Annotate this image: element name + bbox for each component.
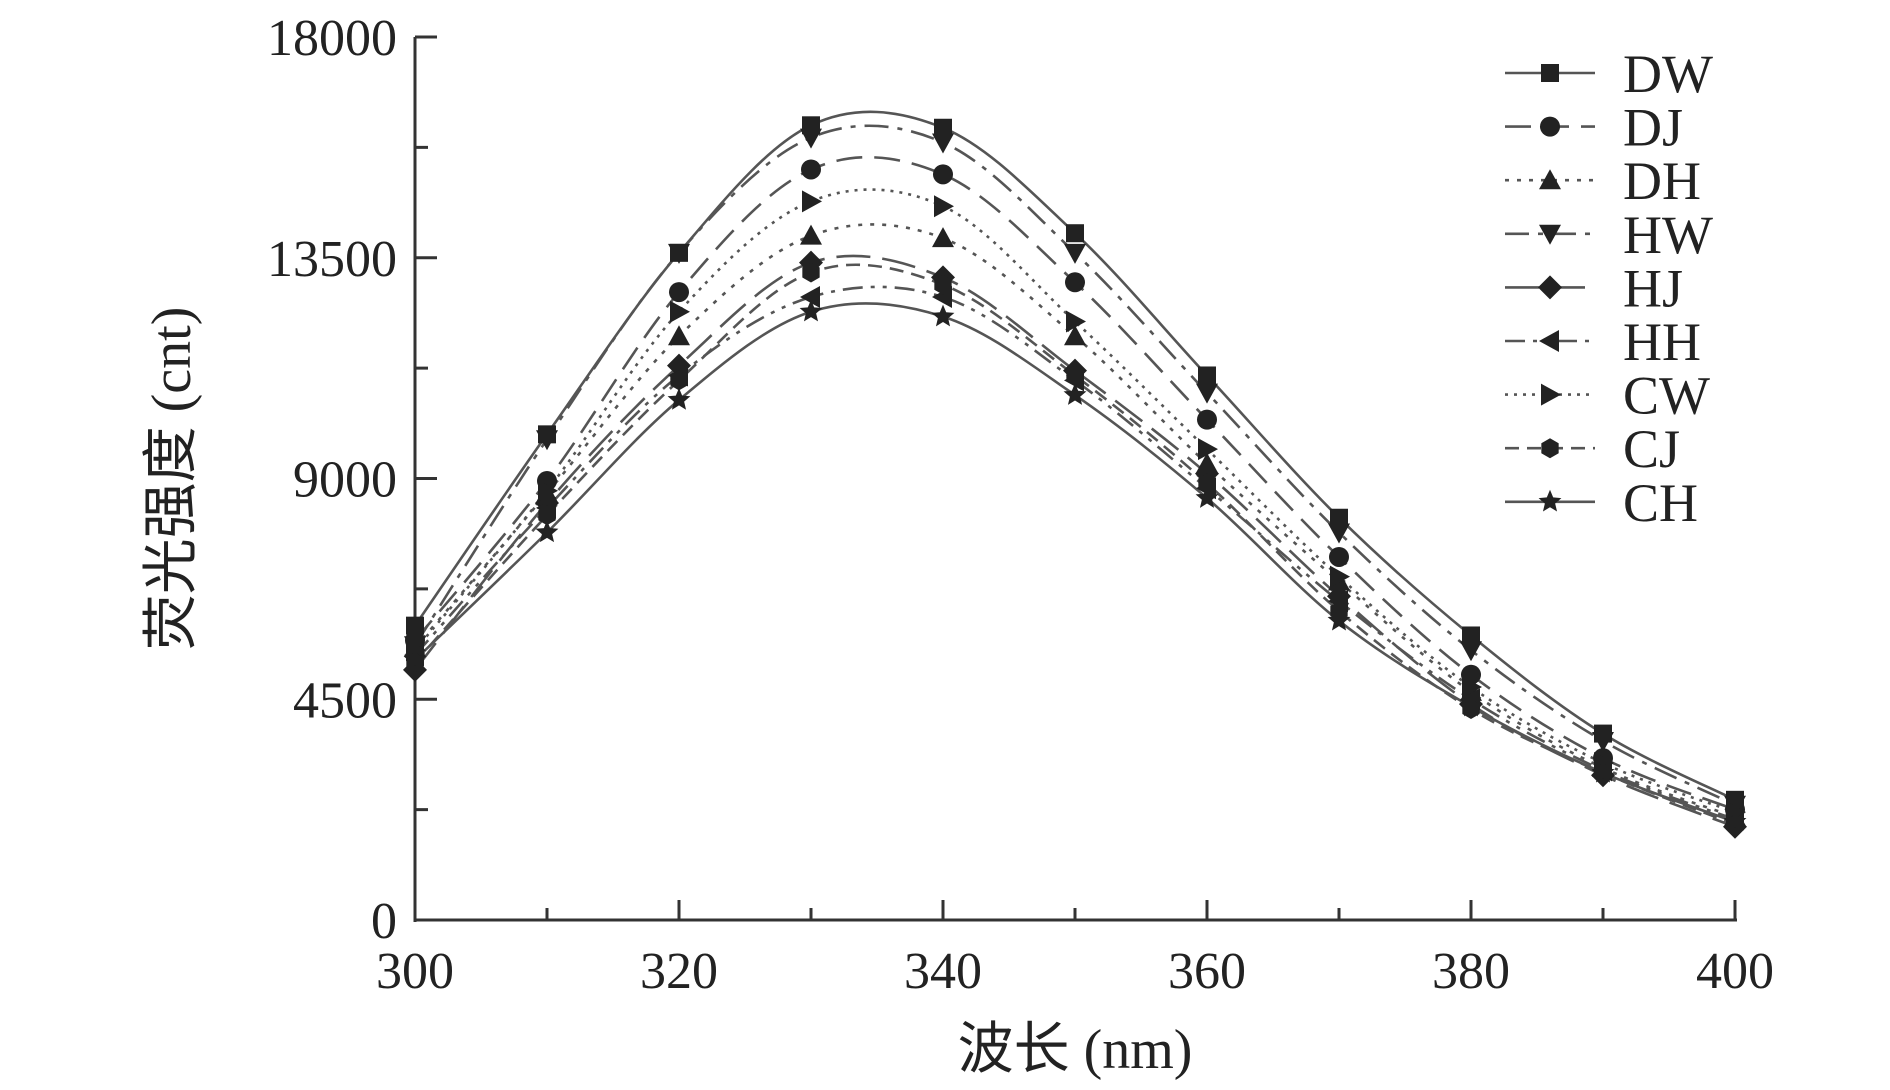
marker-hw	[1064, 243, 1086, 264]
legend-label-hh: HH	[1623, 312, 1701, 372]
legend-marker-hw	[1539, 224, 1561, 245]
x-axis-ticks: 300 320 340 360 380 400	[376, 900, 1774, 1000]
marker-cw	[1066, 310, 1086, 333]
y-tick-label: 13500	[267, 231, 397, 288]
marker-cj	[802, 262, 820, 283]
marker-cj	[1066, 365, 1084, 386]
marker-cj	[1198, 473, 1216, 494]
marker-dw	[934, 118, 952, 137]
marker-hw	[1196, 383, 1218, 404]
marker-cj	[670, 370, 688, 391]
legend-marker-cj	[1541, 438, 1559, 459]
marker-cw	[802, 190, 822, 213]
legend-label-cj: CJ	[1623, 419, 1680, 479]
marker-dj	[669, 282, 689, 303]
series-markers	[403, 116, 1747, 839]
marker-dh	[932, 227, 954, 248]
marker-cw	[538, 479, 558, 502]
marker-dj	[1197, 409, 1217, 430]
x-axis-title: 波长 (nm)	[958, 1019, 1193, 1081]
y-tick-label: 18000	[267, 10, 397, 67]
x-tick-label: 380	[1432, 943, 1510, 1000]
legend-marker-dh	[1539, 169, 1561, 190]
marker-dw	[1330, 508, 1348, 527]
marker-ch	[1195, 486, 1219, 508]
marker-ch	[1591, 760, 1615, 783]
series-line-cw	[413, 188, 1736, 814]
legend-label-dh: DH	[1623, 151, 1701, 211]
y-axis-ticks: 0 4500 9000 13500 18000	[267, 10, 437, 950]
marker-hh	[800, 285, 820, 308]
marker-cj	[934, 274, 952, 295]
marker-cw	[1330, 565, 1350, 588]
y-tick-label: 4500	[293, 672, 397, 729]
marker-ch	[1327, 608, 1351, 631]
legend-marker-hj	[1538, 275, 1562, 300]
series-line-cj	[414, 263, 1736, 826]
marker-dw	[406, 616, 424, 635]
marker-ch	[535, 520, 559, 543]
axes	[413, 37, 1737, 922]
marker-ch	[1063, 383, 1087, 405]
legend-marker-dw	[1541, 64, 1559, 82]
y-axis-title: 荧光强度 (cnt)	[141, 307, 203, 651]
legend-label-dw: DW	[1623, 44, 1713, 104]
x-tick-label: 360	[1168, 943, 1246, 1000]
marker-dw	[1198, 366, 1216, 385]
marker-ch	[403, 648, 427, 670]
marker-cw	[670, 300, 690, 323]
marker-ch	[1459, 694, 1483, 717]
series-curves	[413, 110, 1736, 829]
x-tick-label: 400	[1696, 943, 1774, 1000]
legend-marker-hh	[1539, 330, 1559, 352]
y-tick-label: 0	[371, 893, 397, 950]
x-tick-label: 300	[376, 943, 454, 1000]
marker-dw	[1066, 224, 1084, 243]
marker-ch	[799, 299, 823, 322]
legend-label-dj: DJ	[1623, 98, 1683, 158]
series-line-dj	[413, 155, 1736, 811]
marker-hw	[932, 133, 954, 154]
y-tick-label: 9000	[293, 452, 397, 509]
legend-label-hj: HJ	[1623, 258, 1683, 318]
legend-label-cw: CW	[1623, 366, 1710, 426]
marker-cj	[538, 505, 556, 526]
marker-dj	[1329, 546, 1349, 567]
marker-hw	[1592, 731, 1614, 752]
legend-label-ch: CH	[1623, 473, 1698, 533]
x-tick-label: 340	[904, 943, 982, 1000]
marker-hw	[1724, 795, 1746, 816]
marker-ch	[931, 304, 955, 327]
marker-dh	[800, 224, 822, 245]
series-line-hh	[414, 285, 1736, 821]
marker-cw	[1198, 438, 1218, 461]
marker-dw	[1462, 626, 1480, 645]
marker-hw	[536, 430, 558, 451]
marker-hw	[1328, 523, 1350, 544]
marker-dj	[933, 164, 953, 185]
marker-hw	[668, 243, 690, 264]
series-line-dh	[414, 223, 1736, 819]
series-line-hw	[413, 124, 1736, 806]
marker-dh	[668, 325, 690, 346]
marker-cw	[1462, 675, 1482, 698]
marker-dh	[1064, 325, 1086, 346]
marker-cw	[934, 195, 954, 218]
marker-hw	[1460, 641, 1482, 662]
legend-marker-dj	[1540, 116, 1560, 137]
legend-label-hw: HW	[1623, 205, 1713, 265]
marker-ch	[667, 388, 691, 410]
legend-marker-ch	[1538, 489, 1562, 512]
marker-hw	[800, 128, 822, 149]
x-tick-label: 320	[640, 943, 718, 1000]
series-line-dw	[413, 110, 1736, 801]
marker-ch	[1723, 809, 1747, 832]
marker-dj	[1065, 272, 1085, 293]
legend-marker-cw	[1541, 383, 1561, 406]
marker-dj	[801, 159, 821, 180]
